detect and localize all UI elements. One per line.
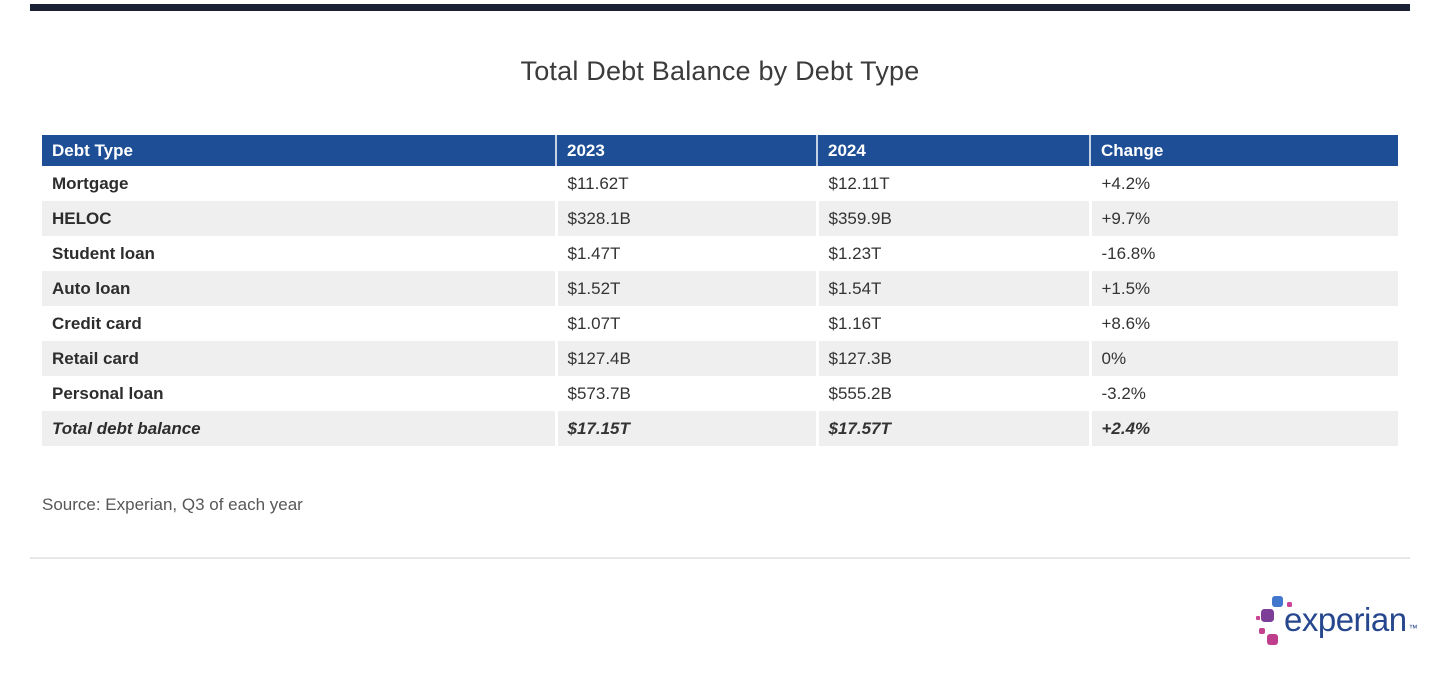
cell-change: +1.5% [1088,271,1398,306]
logo-square-blue-icon [1272,596,1283,607]
column-header-2023: 2023 [555,135,817,166]
table-row: HELOC $328.1B $359.9B +9.7% [42,201,1398,236]
top-border-bar [30,4,1410,11]
cell-2024: $17.57T [815,411,1090,446]
page-title: Total Debt Balance by Debt Type [520,56,920,86]
cell-2023: $328.1B [554,201,817,236]
cell-2023: $17.15T [554,411,817,446]
cell-debt-type: Auto loan [42,271,556,306]
table-row: Auto loan $1.52T $1.54T +1.5% [42,271,1398,306]
experian-wordmark: experian ™ [1284,601,1418,638]
logo-square-pink-dot-icon [1256,616,1260,620]
logo-square-magenta-small-icon [1259,628,1265,634]
footer-divider [30,557,1410,559]
experian-logo[interactable]: experian ™ [1256,589,1421,647]
cell-debt-type: Retail card [42,341,556,376]
cell-change: +9.7% [1088,201,1398,236]
cell-2024: $127.3B [815,341,1090,376]
logo-square-magenta-icon [1267,634,1278,645]
cell-change: +2.4% [1088,411,1398,446]
column-header-2024: 2024 [816,135,1090,166]
cell-change: +8.6% [1088,306,1398,341]
cell-change: +4.2% [1088,166,1398,201]
column-header-change: Change [1089,135,1398,166]
cell-2023: $573.7B [554,376,817,411]
cell-2024: $12.11T [815,166,1090,201]
cell-change: 0% [1088,341,1398,376]
trademark-symbol: ™ [1408,623,1418,633]
cell-2024: $359.9B [815,201,1090,236]
table-header-row: Debt Type 2023 2024 Change [42,135,1398,166]
cell-change: -16.8% [1088,236,1398,271]
table-row: Credit card $1.07T $1.16T +8.6% [42,306,1398,341]
cell-2023: $1.52T [554,271,817,306]
table-row: Student loan $1.47T $1.23T -16.8% [42,236,1398,271]
cell-2023: $1.47T [554,236,817,271]
cell-2024: $1.54T [815,271,1090,306]
logo-square-purple-icon [1261,609,1274,622]
table-row: Mortgage $11.62T $12.11T +4.2% [42,166,1398,201]
source-note: Source: Experian, Q3 of each year [42,495,303,514]
column-header-debt-type: Debt Type [42,135,556,166]
cell-debt-type: HELOC [42,201,556,236]
cell-2024: $555.2B [815,376,1090,411]
table-row: Retail card $127.4B $127.3B 0% [42,341,1398,376]
table-row-total: Total debt balance $17.15T $17.57T +2.4% [42,411,1398,446]
debt-balance-table: Debt Type 2023 2024 Change Mortgage $11.… [42,135,1398,446]
cell-2024: $1.16T [815,306,1090,341]
cell-debt-type: Total debt balance [42,411,556,446]
cell-debt-type: Student loan [42,236,556,271]
cell-debt-type: Personal loan [42,376,556,411]
cell-2023: $1.07T [554,306,817,341]
table-row: Personal loan $573.7B $555.2B -3.2% [42,376,1398,411]
cell-2023: $127.4B [554,341,817,376]
logo-square-pink-small-icon [1287,602,1292,607]
cell-change: -3.2% [1088,376,1398,411]
cell-debt-type: Credit card [42,306,556,341]
cell-2023: $11.62T [554,166,817,201]
cell-2024: $1.23T [815,236,1090,271]
cell-debt-type: Mortgage [42,166,556,201]
